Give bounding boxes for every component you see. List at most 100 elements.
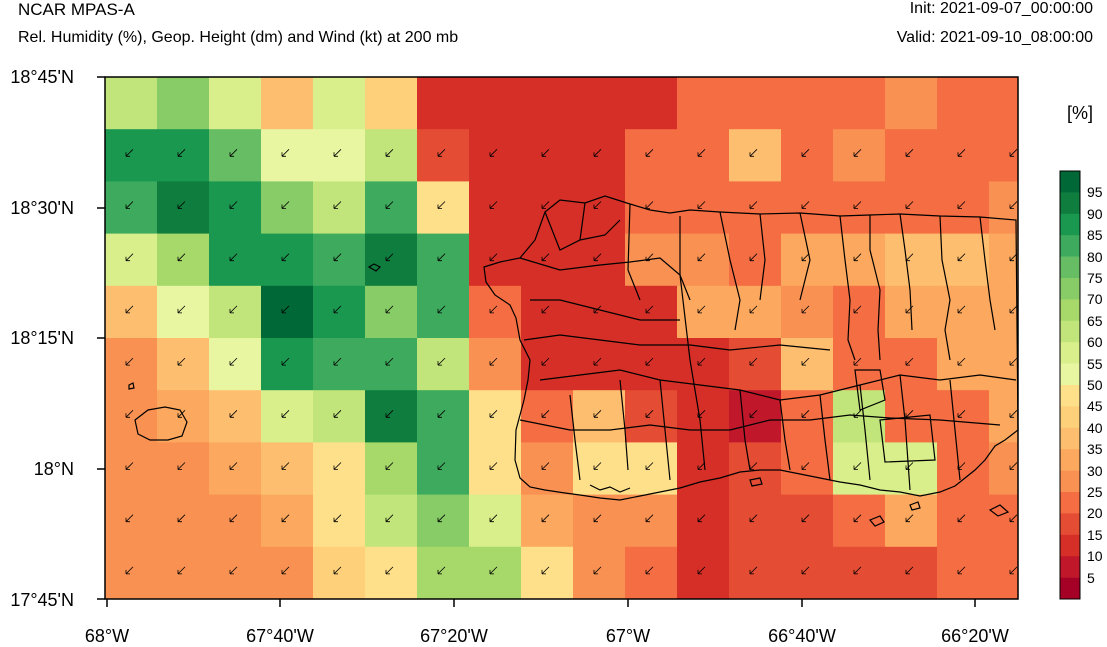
wind-arrow	[333, 410, 342, 418]
wind-arrow	[593, 566, 602, 575]
wind-arrow	[593, 357, 602, 366]
humidity-cell	[157, 77, 210, 130]
wind-arrow	[1009, 357, 1018, 366]
wind-arrow	[749, 149, 758, 157]
valid-time: Valid: 2021-09-10_08:00:00	[896, 29, 1093, 46]
wind-arrow	[541, 305, 550, 314]
wind-arrow	[437, 566, 446, 575]
humidity-cell	[105, 442, 158, 496]
wind-arrow	[385, 305, 394, 314]
colorbar-label: 90	[1087, 205, 1103, 222]
humidity-cell	[313, 285, 366, 339]
y-tick-label: 18°45'N	[10, 67, 74, 87]
humidity-cell	[781, 129, 834, 182]
humidity-cell	[157, 129, 210, 182]
humidity-cell	[209, 77, 262, 130]
wind-arrow	[489, 149, 498, 157]
humidity-cell	[105, 338, 158, 391]
humidity-cell	[417, 233, 470, 287]
humidity-cell	[157, 181, 210, 235]
chart-title: NCAR MPAS-A	[18, 0, 135, 19]
humidity-cell	[729, 546, 782, 600]
humidity-cell	[313, 442, 366, 496]
wind-arrow	[801, 201, 810, 209]
wind-arrow	[281, 410, 290, 418]
wind-arrow	[385, 357, 394, 366]
humidity-cell	[365, 285, 418, 339]
wind-arrow	[437, 253, 446, 262]
colorbar-unit: [%]	[1067, 103, 1094, 123]
wind-arrow	[177, 462, 186, 470]
humidity-cell	[729, 494, 782, 548]
wind-arrow	[801, 253, 810, 262]
wind-arrow	[541, 357, 550, 366]
humidity-cell	[313, 546, 366, 600]
humidity-cell	[417, 494, 470, 548]
humidity-cell	[157, 546, 210, 600]
wind-arrow	[489, 462, 498, 470]
humidity-cell	[209, 442, 262, 496]
wind-arrow	[645, 357, 654, 366]
humidity-cell	[313, 494, 366, 548]
humidity-cell	[729, 442, 782, 496]
humidity-cell	[573, 285, 626, 339]
humidity-cell	[157, 442, 210, 496]
y-tick-label: 18°15'N	[10, 328, 74, 348]
humidity-cell	[677, 129, 730, 182]
colorbar-label: 55	[1087, 355, 1103, 372]
colorbar-swatch	[1060, 449, 1080, 471]
wind-arrow	[437, 305, 446, 314]
humidity-cell	[261, 233, 314, 287]
humidity-cell	[105, 181, 158, 235]
colorbar-frame	[1059, 170, 1081, 600]
colorbar-swatch	[1060, 256, 1080, 279]
humidity-cell	[833, 494, 886, 548]
wind-arrow	[333, 149, 342, 157]
humidity-cell	[261, 546, 314, 600]
humidity-cell	[989, 233, 1019, 287]
x-tick-label: 66°40'W	[768, 626, 836, 646]
humidity-cell	[521, 77, 574, 130]
humidity-cell	[209, 494, 262, 548]
humidity-cell	[885, 233, 938, 287]
humidity-cell	[417, 338, 470, 391]
humidity-cell	[677, 77, 730, 130]
colorbar-swatch	[1060, 470, 1080, 493]
wind-arrow	[229, 201, 238, 209]
humidity-cell	[313, 390, 366, 443]
wind-arrow	[333, 566, 342, 575]
humidity-cell	[677, 494, 730, 548]
humidity-cell	[417, 285, 470, 339]
humidity-cell	[261, 285, 314, 339]
wind-arrow	[957, 357, 966, 366]
colorbar-label: 50	[1087, 377, 1103, 393]
humidity-cell	[209, 338, 262, 391]
wind-arrow	[125, 566, 134, 575]
humidity-cell	[365, 233, 418, 287]
humidity-cell	[365, 129, 418, 182]
humidity-cell	[105, 129, 158, 182]
wind-arrow	[177, 566, 186, 575]
humidity-cell	[833, 181, 886, 235]
wind-arrow	[229, 149, 238, 157]
humidity-cell	[885, 494, 938, 548]
humidity-cell	[365, 442, 418, 496]
wind-arrow	[749, 201, 758, 209]
humidity-cell	[105, 546, 158, 600]
humidity-cell	[625, 181, 678, 235]
wind-arrow	[801, 149, 810, 157]
humidity-cell	[989, 390, 1019, 443]
humidity-cell	[781, 285, 834, 339]
colorbar-label: 35	[1087, 441, 1103, 458]
humidity-cell	[105, 390, 158, 443]
wind-arrow	[853, 357, 862, 366]
humidity-cell	[625, 442, 678, 496]
wind-arrow	[853, 149, 862, 157]
wind-arrow	[593, 149, 602, 157]
wind-arrow	[801, 357, 810, 366]
humidity-cell	[833, 442, 886, 496]
x-tick-label: 67°40'W	[246, 626, 314, 646]
humidity-cell	[625, 233, 678, 287]
humidity-cell	[885, 442, 938, 496]
